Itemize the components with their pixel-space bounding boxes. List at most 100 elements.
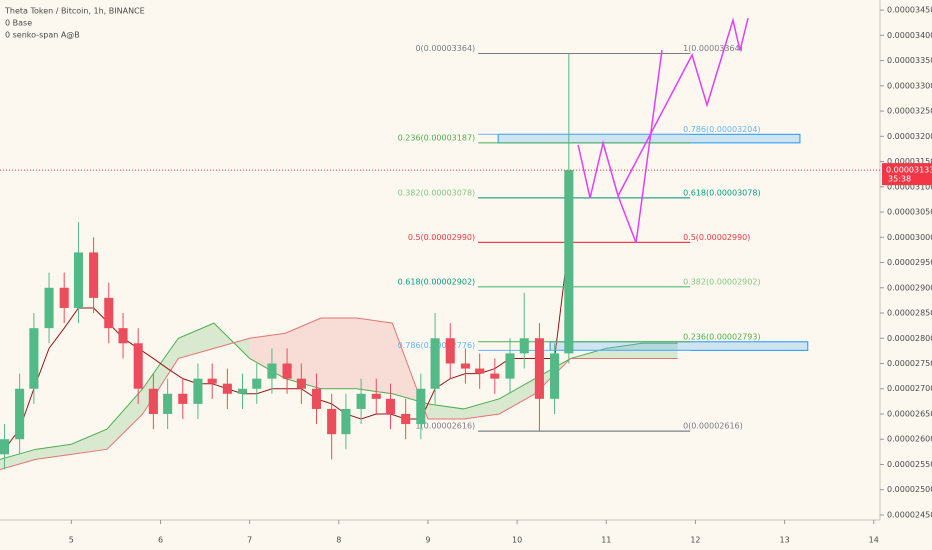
- fib-label: 0(0.00002616): [683, 422, 743, 431]
- y-tick-label: 0.00002650: [887, 409, 932, 418]
- fib-label: 0.382(0.00002902): [683, 277, 761, 286]
- candle-body: [371, 393, 381, 399]
- candle-body: [282, 363, 292, 379]
- cloud-fill: [71, 429, 107, 455]
- candle-body: [475, 368, 485, 374]
- y-tick-label: 0.00002450: [887, 510, 932, 519]
- x-tick-label: 5: [69, 536, 74, 545]
- fib-label: 0.382(0.00003078): [398, 188, 476, 197]
- candle-body: [133, 343, 143, 389]
- candle-body: [445, 338, 455, 364]
- x-tick-label: 8: [336, 536, 341, 545]
- senko-span-a: [0, 322, 678, 460]
- fib-label: 0(0.00003364): [415, 44, 475, 53]
- y-tick-label: 0.00002500: [887, 485, 932, 494]
- candle-body: [44, 287, 54, 329]
- y-tick-label: 0.00002800: [887, 334, 932, 343]
- y-tick-label: 0.00003250: [887, 107, 932, 116]
- candle-body: [15, 388, 25, 440]
- candle-body: [341, 408, 351, 435]
- fib-label: 0.5(0.00002990): [408, 233, 475, 242]
- y-tick-label: 0.00003350: [887, 56, 932, 65]
- cloud-fill: [499, 378, 535, 414]
- chart-title: Theta Token / Bitcoin, 1h, BINANCE: [4, 7, 145, 16]
- candle-body: [505, 353, 515, 379]
- x-tick-label: 14: [869, 536, 879, 545]
- candle-body: [416, 388, 426, 425]
- fib-label: 0.5(0.00002990): [683, 233, 750, 242]
- cloud-fill: [178, 323, 214, 359]
- candle-body: [296, 378, 306, 389]
- fib-zone: [549, 341, 809, 351]
- candle-body: [430, 338, 440, 389]
- fib-label: 0.618(0.00003078): [683, 188, 761, 197]
- candle-body: [148, 388, 158, 414]
- y-tick-label: 0.00002900: [887, 283, 932, 292]
- y-tick-label: 0.00002600: [887, 435, 932, 444]
- cloud-fill: [427, 403, 464, 420]
- candle-body: [104, 297, 114, 329]
- candle-body: [73, 252, 84, 308]
- y-tick-label: 0.00002550: [887, 460, 932, 469]
- candle-body: [490, 373, 500, 379]
- y-tick-label: 0.00003300: [887, 81, 932, 90]
- candle-body: [118, 328, 128, 344]
- y-tick-label: 0.00002850: [887, 309, 932, 318]
- x-tick-label: 9: [425, 536, 430, 545]
- cloud-fill: [641, 343, 678, 359]
- cloud-fill: [0, 449, 36, 470]
- cloud-fill: [285, 318, 321, 389]
- candle-body: [460, 363, 470, 369]
- countdown: 35:38: [888, 175, 911, 184]
- cloud-fill: [320, 318, 357, 389]
- fib-label: 0.786(0.00003204): [683, 125, 761, 134]
- fib-label: 1(0.00003364): [683, 44, 743, 53]
- fib-label: 0.618(0.00002902): [398, 277, 476, 286]
- candle-body: [401, 413, 411, 425]
- cloud-fill: [463, 398, 500, 420]
- y-tick-label: 0.00003100: [887, 182, 932, 191]
- cloud-fill: [606, 343, 642, 359]
- x-tick-label: 13: [780, 536, 790, 545]
- senko-span-b: [0, 317, 678, 470]
- candle-body: [0, 439, 10, 455]
- legend-entry[interactable]: 0 Base: [5, 19, 32, 28]
- candle-body: [163, 393, 173, 414]
- candle-body: [534, 338, 544, 399]
- candle-body: [59, 287, 69, 308]
- cloud-fill: [106, 388, 143, 450]
- candle-body: [207, 378, 217, 384]
- x-tick-label: 12: [690, 536, 700, 545]
- candle-body: [564, 170, 574, 354]
- projection-path: [577, 49, 663, 244]
- price-label-box: [882, 163, 932, 186]
- y-tick-label: 0.00003000: [887, 233, 932, 242]
- candle-body: [385, 398, 396, 414]
- y-tick-label: 0.00003200: [887, 132, 932, 141]
- candle-body: [178, 393, 188, 404]
- y-tick-label: 0.00003400: [887, 31, 932, 40]
- candle-body: [311, 388, 322, 409]
- y-tick-label: 0.00002700: [887, 384, 932, 393]
- candle-body: [252, 378, 262, 389]
- y-tick-label: 0.00003050: [887, 208, 932, 217]
- legend-entry[interactable]: 0 senko-span A@B: [5, 31, 80, 40]
- cloud-fill: [356, 318, 393, 394]
- candle-body: [267, 363, 277, 379]
- x-tick-label: 6: [158, 536, 163, 545]
- fib-label: 1(0.00002616): [415, 422, 475, 431]
- price-label: 0.00003133: [886, 166, 932, 175]
- fib-label: 0.236(0.00003187): [398, 133, 476, 142]
- candle-body: [356, 393, 366, 409]
- y-tick-label: 0.00003450: [887, 6, 932, 15]
- candle-body: [89, 252, 99, 298]
- candle-body: [222, 383, 232, 394]
- candle-body: [29, 328, 39, 389]
- x-tick-label: 7: [247, 536, 252, 545]
- candle-body: [327, 408, 337, 435]
- candle-body: [193, 378, 203, 404]
- fib-label: 0.236(0.00002793): [683, 332, 761, 341]
